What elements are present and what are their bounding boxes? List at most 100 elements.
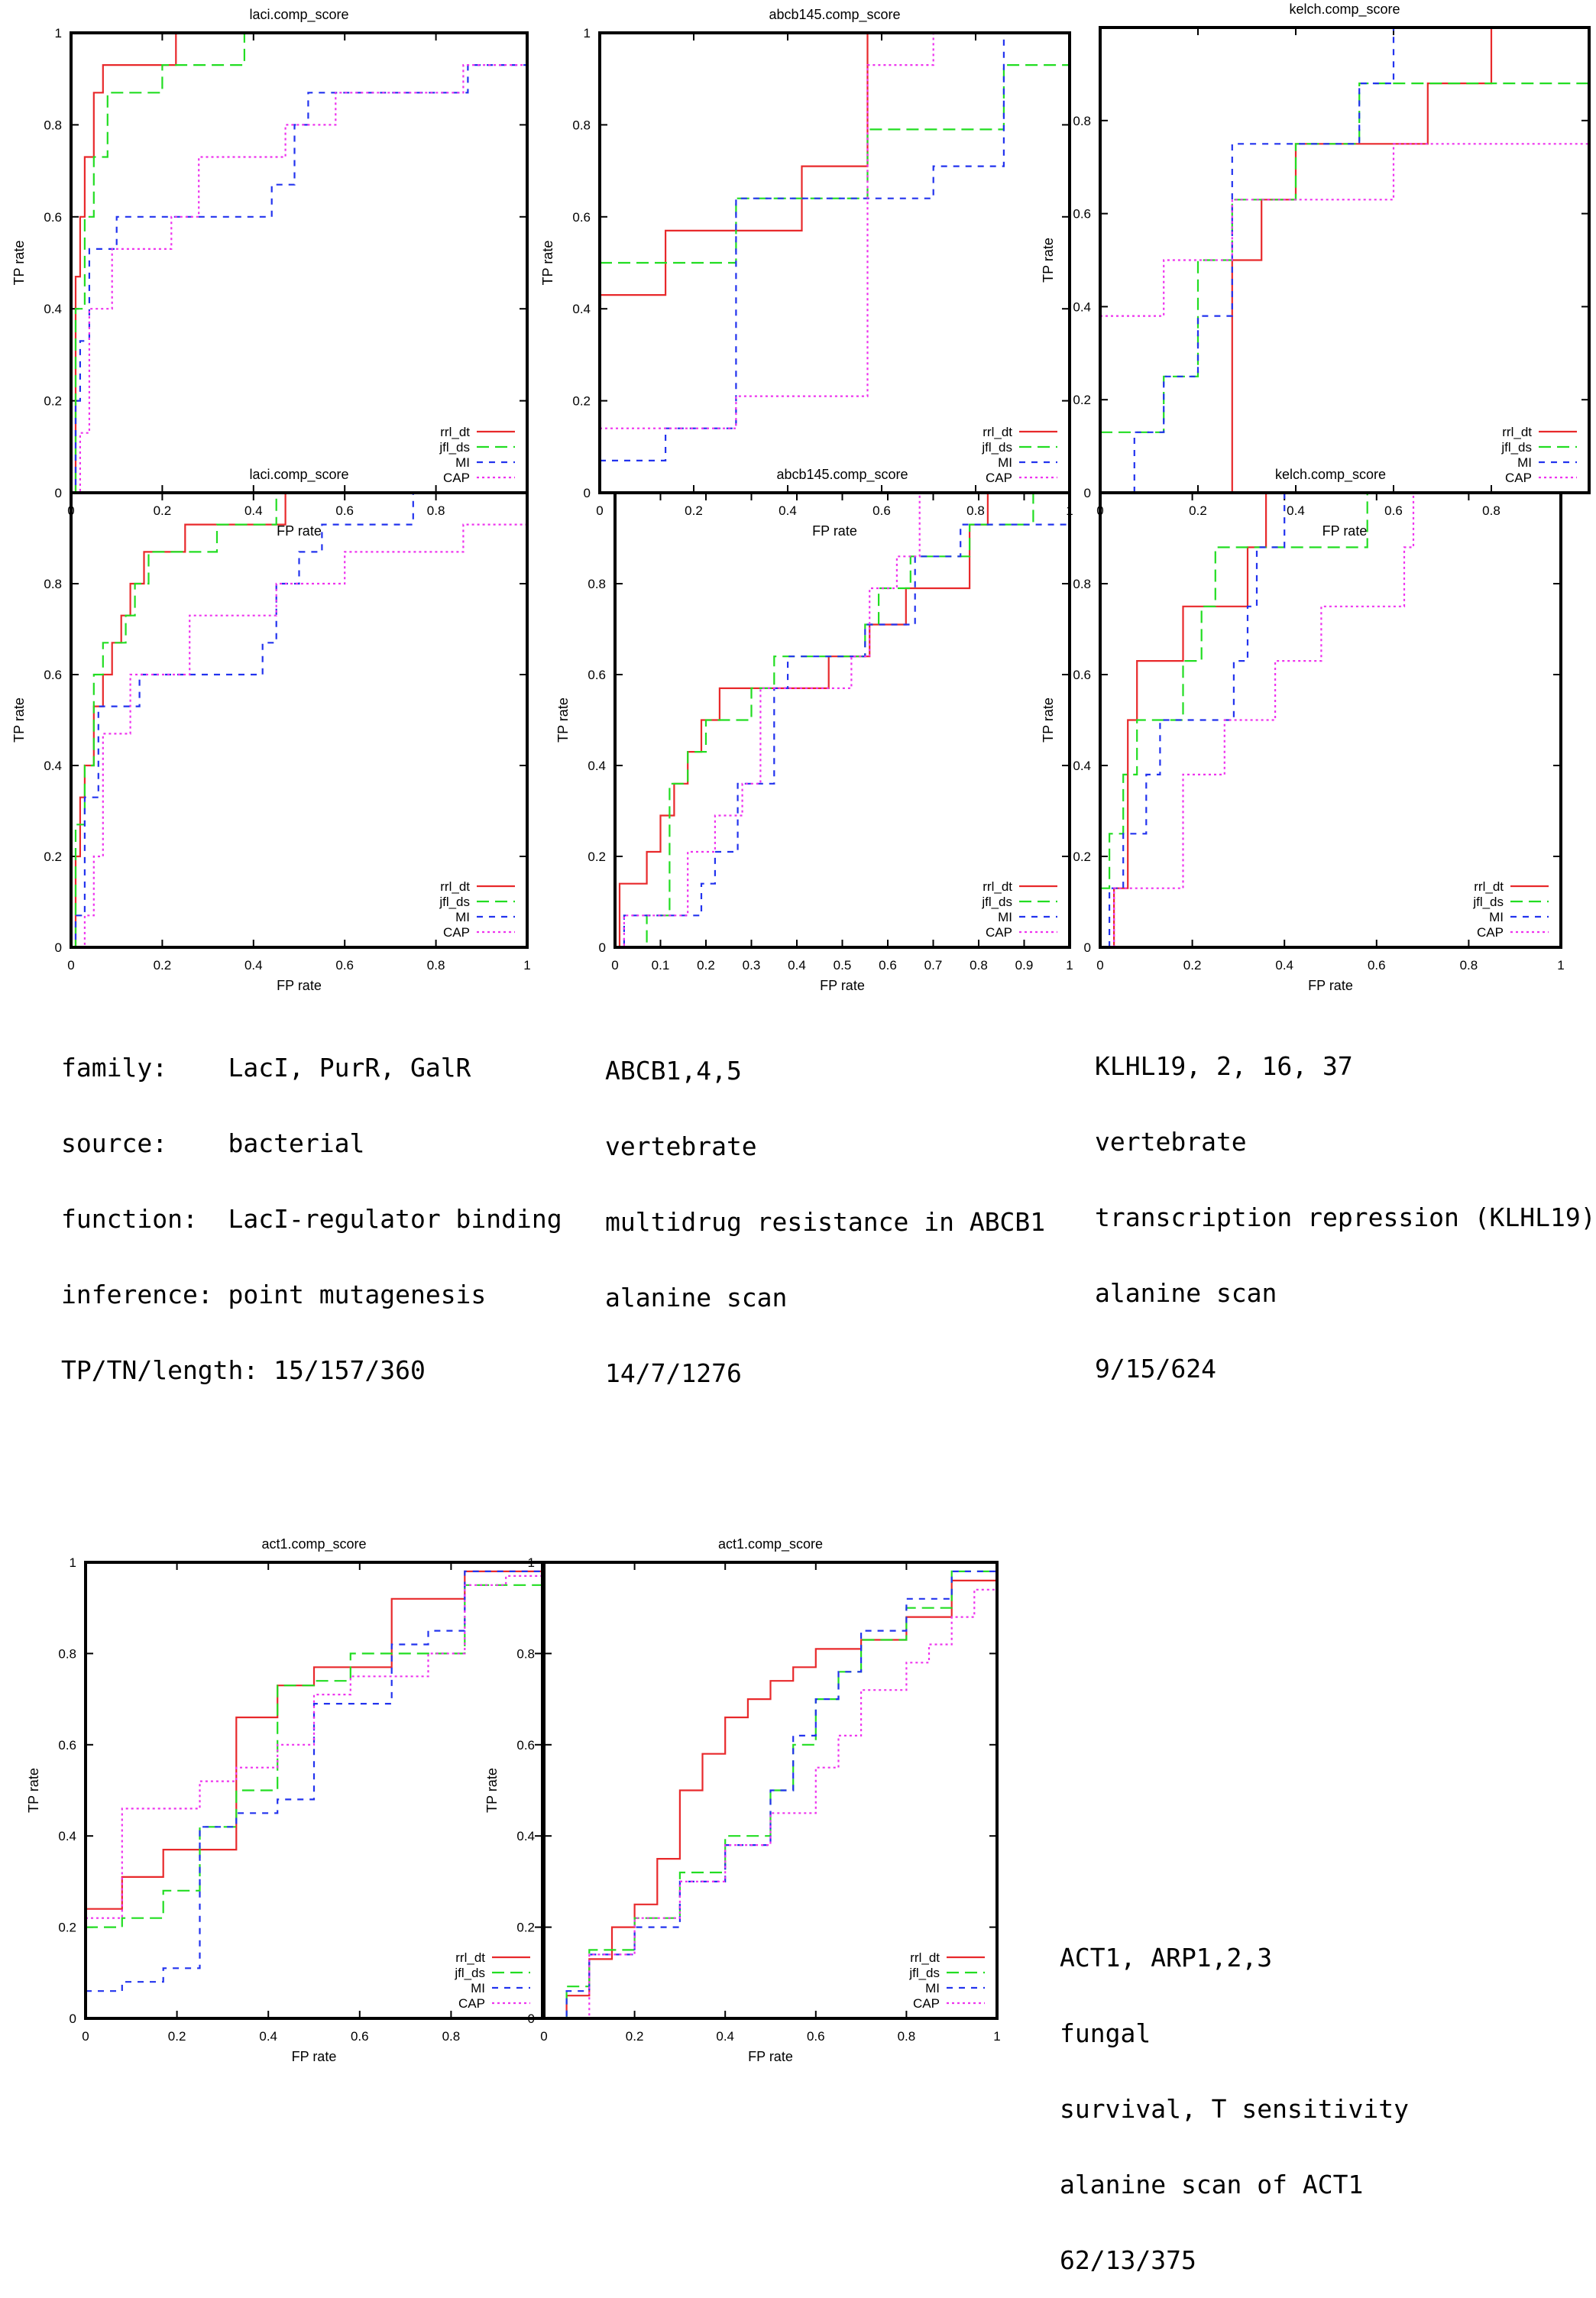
y-tick-label: 0 bbox=[55, 486, 62, 500]
chart-title: laci.comp_score bbox=[249, 467, 348, 483]
x-tick-label: 0.4 bbox=[716, 2029, 734, 2044]
x-tick-label: 0 bbox=[1096, 958, 1103, 973]
plot-frame bbox=[542, 1561, 999, 2020]
y-tick-label: 0.2 bbox=[58, 1921, 76, 1935]
x-tick-label: 0 bbox=[82, 2029, 89, 2044]
legend-label: rrl_dt bbox=[983, 425, 1012, 439]
caption-line: alanine scan bbox=[1095, 1278, 1277, 1308]
series-line-jfl_ds bbox=[71, 493, 527, 947]
y-tick-label: 0.8 bbox=[58, 1646, 76, 1661]
y-tick-label: 0 bbox=[1084, 940, 1091, 955]
legend-label: MI bbox=[925, 1981, 940, 1995]
y-tick-label: 1 bbox=[584, 26, 591, 40]
y-tick-label: 0 bbox=[55, 940, 62, 955]
chart-kelch_bottom: 0 0.2 0.4 0.6 0.8 100.20.40.60.8kelch.comp_sc… bbox=[1041, 467, 1565, 993]
caption-line: multidrug resistance in ABCB1 bbox=[605, 1207, 1046, 1237]
legend-label: MI bbox=[998, 455, 1012, 470]
legend-label: jfl_ds bbox=[981, 440, 1012, 455]
series-line-CAP bbox=[71, 493, 527, 947]
x-tick-label: 0 bbox=[67, 958, 74, 973]
y-tick-label: 0.4 bbox=[58, 1829, 76, 1843]
legend-label: jfl_ds bbox=[439, 895, 470, 909]
caption-abcb: ABCB1,4,5 vertebrate multidrug resistanc… bbox=[605, 1008, 1045, 1411]
chart-title: laci.comp_score bbox=[249, 7, 348, 23]
y-tick-label: 0.6 bbox=[44, 210, 62, 225]
series-line-rrl_dt bbox=[86, 1570, 542, 1910]
y-tick-label: 0.8 bbox=[1073, 577, 1091, 591]
series-line-jfl_ds bbox=[71, 33, 527, 493]
x-tick-label: 0.2 bbox=[1183, 958, 1202, 973]
chart-act1_right: 0 0.2 0.4 0.6 0.8 1 0 0.2 0.4 0.6 0.8 1 act1.comp_sc… bbox=[484, 1536, 1001, 2064]
series-line-rrl_dt bbox=[71, 33, 527, 493]
x-axis-label: FP rate bbox=[820, 978, 865, 993]
series-line-rrl_dt bbox=[71, 493, 527, 947]
y-tick-label: 0.8 bbox=[44, 577, 62, 591]
caption-line: 9/15/624 bbox=[1095, 1354, 1216, 1384]
x-axis-label: FP rate bbox=[277, 978, 322, 993]
y-tick-label: 0 bbox=[528, 2012, 535, 2026]
y-tick-label: 0.4 bbox=[588, 759, 606, 773]
plot-frame bbox=[598, 31, 1071, 494]
x-axis-label: FP rate bbox=[748, 2049, 793, 2064]
x-tick-label: 0.2 bbox=[626, 2029, 644, 2044]
x-tick-label: 0.8 bbox=[1460, 958, 1478, 973]
x-tick-label: 0.2 bbox=[1189, 503, 1207, 518]
x-tick-label: 0.3 bbox=[743, 958, 761, 973]
plot-frame bbox=[1099, 491, 1562, 949]
caption-line: inference: point mutagenesis bbox=[61, 1280, 487, 1309]
x-tick-label: 0.8 bbox=[1482, 503, 1500, 518]
chart-abcb145_top: 0 0.2 0.4 0.6 0.8 100.20.40.60.81abcb145.comp… bbox=[540, 7, 1073, 539]
caption-line: KLHL19, 2, 16, 37 bbox=[1095, 1051, 1353, 1081]
series-line-MI bbox=[71, 33, 527, 493]
x-axis-label: FP rate bbox=[277, 523, 322, 539]
legend-label: MI bbox=[1517, 455, 1532, 470]
x-tick-label: 0.4 bbox=[1275, 958, 1293, 973]
series-line-jfl_ds bbox=[86, 1584, 542, 1928]
legend-label: rrl_dt bbox=[455, 1950, 485, 1965]
x-tick-label: 0.2 bbox=[685, 503, 703, 518]
y-axis-label: TP rate bbox=[1041, 697, 1056, 743]
caption-line: source: bacterial bbox=[61, 1128, 365, 1158]
plot-area bbox=[71, 493, 527, 947]
x-tick-label: 0.6 bbox=[807, 2029, 825, 2044]
x-tick-label: 0.6 bbox=[872, 503, 891, 518]
series-line-CAP bbox=[71, 33, 527, 493]
chart-title: kelch.comp_score bbox=[1275, 467, 1386, 483]
legend-label: rrl_dt bbox=[440, 425, 470, 439]
legend-label: jfl_ds bbox=[1472, 895, 1504, 909]
chart-title: kelch.comp_score bbox=[1289, 2, 1400, 18]
x-tick-label: 0.2 bbox=[154, 503, 172, 518]
x-tick-label: 1 bbox=[1557, 958, 1564, 973]
x-tick-label: 0 bbox=[596, 503, 603, 518]
plot-area bbox=[615, 493, 1070, 947]
series-line-CAP bbox=[86, 1575, 542, 1919]
x-tick-label: 0.6 bbox=[335, 958, 354, 973]
series-line-jfl_ds bbox=[1100, 493, 1561, 889]
y-tick-label: 0.2 bbox=[1073, 393, 1091, 407]
x-tick-label: 0.8 bbox=[966, 503, 985, 518]
y-tick-label: 0.6 bbox=[44, 668, 62, 682]
y-tick-label: 0.6 bbox=[588, 668, 606, 682]
legend-label: CAP bbox=[986, 471, 1012, 485]
x-axis-label: FP rate bbox=[1322, 523, 1368, 539]
y-tick-label: 0.6 bbox=[516, 1738, 535, 1753]
plot-frame bbox=[613, 491, 1071, 949]
series-line-jfl_ds bbox=[1100, 83, 1589, 433]
x-tick-label: 0.4 bbox=[244, 503, 263, 518]
legend-label: CAP bbox=[1477, 925, 1504, 940]
plot-area bbox=[86, 1570, 542, 1992]
x-tick-label: 0.8 bbox=[442, 2029, 461, 2044]
x-tick-label: 0.9 bbox=[1015, 958, 1034, 973]
series-line-CAP bbox=[600, 33, 1070, 429]
caption-line: ACT1, ARP1,2,3 bbox=[1060, 1943, 1273, 1973]
plot-area bbox=[71, 33, 527, 493]
y-tick-label: 0.4 bbox=[1073, 299, 1091, 314]
plot-area bbox=[544, 1562, 997, 2018]
chart-title: abcb145.comp_score bbox=[769, 7, 900, 23]
x-tick-label: 0.2 bbox=[697, 958, 715, 973]
plot-frame bbox=[70, 491, 529, 949]
series-line-MI bbox=[600, 33, 1070, 461]
y-axis-label: TP rate bbox=[540, 241, 555, 286]
legend-label: MI bbox=[455, 910, 470, 924]
y-axis-label: TP rate bbox=[11, 241, 27, 286]
